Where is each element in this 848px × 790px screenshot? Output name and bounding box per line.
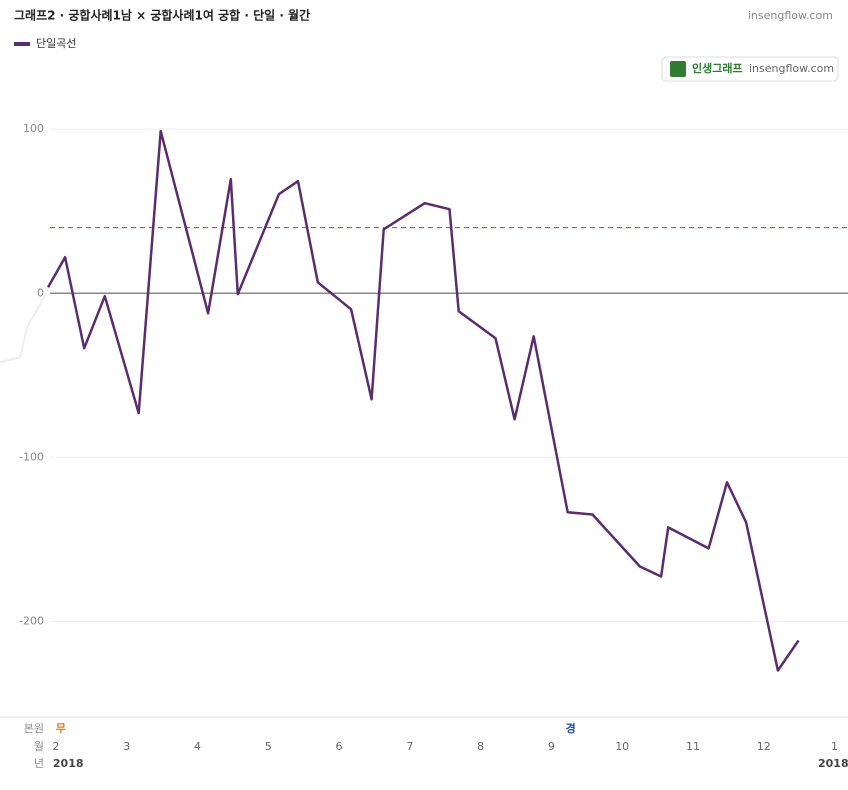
x-tick-label: 11 xyxy=(686,740,700,753)
x-tick-label: 8 xyxy=(477,740,484,753)
y-tick-label: -100 xyxy=(19,450,44,463)
badge-site: insengflow.com xyxy=(749,62,834,75)
row-label: 년 xyxy=(34,757,44,770)
x-tick-label: 10 xyxy=(615,740,629,753)
badge-icon xyxy=(670,61,686,77)
x-tick-label: 9 xyxy=(548,740,555,753)
x-tick-label: 5 xyxy=(265,740,272,753)
row-label: 월 xyxy=(34,740,44,753)
x-tick-label: 1 xyxy=(831,740,838,753)
y-tick-label: 0 xyxy=(37,286,44,299)
year-label: 2018 xyxy=(53,757,84,770)
chart-title: 그래프2 · 궁합사례1남 × 궁합사례1여 궁합 · 단일 · 월간 xyxy=(14,8,310,23)
badge xyxy=(661,56,839,82)
site-label: insengflow.com xyxy=(748,9,833,22)
series-line xyxy=(47,129,800,672)
row-label: 본원 xyxy=(24,722,44,735)
legend-swatch xyxy=(14,42,30,46)
year-label: 2018 xyxy=(818,757,848,770)
x-tick-label: 4 xyxy=(194,740,201,753)
x-tick-label: 12 xyxy=(757,740,771,753)
annotation: 무 xyxy=(56,722,66,735)
annotation: 경 xyxy=(566,721,576,735)
badge-name: 인생그래프 xyxy=(692,61,743,75)
series-line xyxy=(0,286,50,364)
x-tick-label: 7 xyxy=(406,740,413,753)
y-tick-label: 100 xyxy=(23,122,44,135)
x-tick-label: 2 xyxy=(52,740,59,753)
x-tick-label: 3 xyxy=(123,740,130,753)
legend-label: 단일곡선 xyxy=(36,36,76,50)
y-tick-label: -200 xyxy=(19,614,44,627)
x-tick-label: 6 xyxy=(336,740,343,753)
